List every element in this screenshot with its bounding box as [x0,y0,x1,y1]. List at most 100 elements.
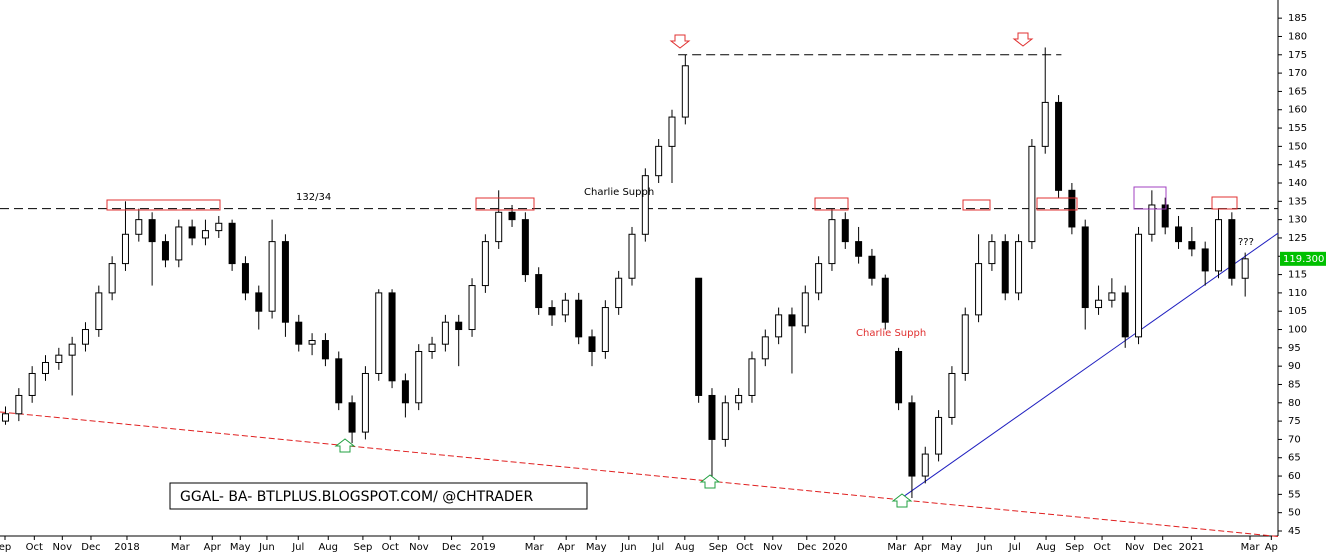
annotation: Charlie Supph [584,187,654,198]
candle-body [868,255,876,279]
box [106,199,221,211]
candle-body [1,413,9,422]
y-tick-label: 175 [1288,50,1307,61]
x-tick-label: Aug [1036,542,1056,553]
candle-body [628,233,636,279]
x-tick-label: Dec [797,542,816,553]
y-tick-label: 130 [1288,215,1307,226]
candle-body [721,402,729,440]
candle-body [1175,226,1183,243]
y-tick-label: 155 [1288,123,1307,134]
candle-body [308,340,316,345]
candle-body [1041,101,1049,147]
candle-body [1161,204,1169,228]
candle-body [28,372,36,396]
candle-body [135,219,143,235]
trend-line [901,232,1279,499]
candle-body [161,241,169,261]
arrow-up [334,438,356,453]
x-tick-label: Oct [736,542,753,553]
y-tick-label: 65 [1288,453,1301,464]
candle-body [708,394,716,440]
candle-body [615,277,623,309]
candle-body [521,219,529,276]
candle-body [775,314,783,338]
candle-body [468,285,476,331]
candle-body [1081,226,1089,309]
candle-body [935,416,943,455]
candle-body [1108,292,1116,301]
candle-body [881,277,889,323]
candle-body [455,321,463,331]
y-tick-label: 100 [1288,325,1307,336]
x-tick-label: Oct [26,542,43,553]
x-tick-label: Nov [1125,542,1145,553]
x-tick-label: Sep [709,542,728,553]
candle-body [388,292,396,382]
candle-body [1068,189,1076,228]
y-tick-label: 75 [1288,416,1301,427]
candle-body [281,241,289,323]
candle-body [695,277,703,396]
candle-body [215,222,223,232]
x-tick-label: Dec [442,542,461,553]
candle-body [1015,241,1023,294]
y-tick-label: 80 [1288,398,1301,409]
up-arrows [334,438,913,508]
candle-body [321,340,329,360]
candle-body [268,241,276,312]
candle-body [241,263,249,294]
candle-body [1001,241,1009,294]
x-tick-label: Aug [318,542,338,553]
box [1133,186,1167,210]
x-tick-label: 2018 [114,542,139,553]
last-price-label: 119.300 [1283,254,1324,265]
candle-body [668,116,676,147]
candle-body [1135,233,1143,338]
candle-body [561,299,569,316]
watermark: GGAL- BA- BTLPLUS.BLOGSPOT.COM/ @CHTRADE… [180,489,534,505]
candle-body [375,292,383,374]
candle-body [481,241,489,287]
candle-body [508,211,516,221]
x-tick-label: Apr [204,542,222,553]
candle-body [815,263,823,294]
candle-body [495,211,503,243]
x-tick-label: Oct [382,542,399,553]
candle-body [548,307,556,316]
candle-body [415,351,423,404]
candle-body [961,314,969,374]
arrow-down [1012,32,1034,47]
candle-body [148,219,156,243]
y-tick-label: 145 [1288,160,1307,171]
y-tick-label: 50 [1288,508,1301,519]
box [475,197,535,211]
candle-body [295,321,303,345]
x-tick-label: Mar [525,542,545,553]
x-tick-label: 2021 [1179,542,1204,553]
x-tick-label: Jul [1008,542,1021,553]
candle-body [588,336,596,353]
plot [0,47,1279,537]
candle-body [348,402,356,433]
resistance-boxes [106,196,1238,211]
candle-body [335,358,343,404]
x-tick-label: Mar [1241,542,1261,553]
x-tick-label: Jun [258,542,275,553]
last-price-box [1280,251,1326,266]
annotation: 132/34 [296,192,331,203]
y-tick-label: 60 [1288,471,1301,482]
candle-body [95,292,103,331]
x-tick-label: Mar [171,542,191,553]
arrow-down [669,34,691,49]
x-tick-label: Nov [53,542,73,553]
candle-body [55,354,63,363]
candle-body [428,343,436,353]
candle-body [1228,219,1236,279]
candle-body [1095,299,1103,309]
candle-body [575,299,583,338]
candle-body [108,263,116,294]
candle-body [641,175,649,235]
